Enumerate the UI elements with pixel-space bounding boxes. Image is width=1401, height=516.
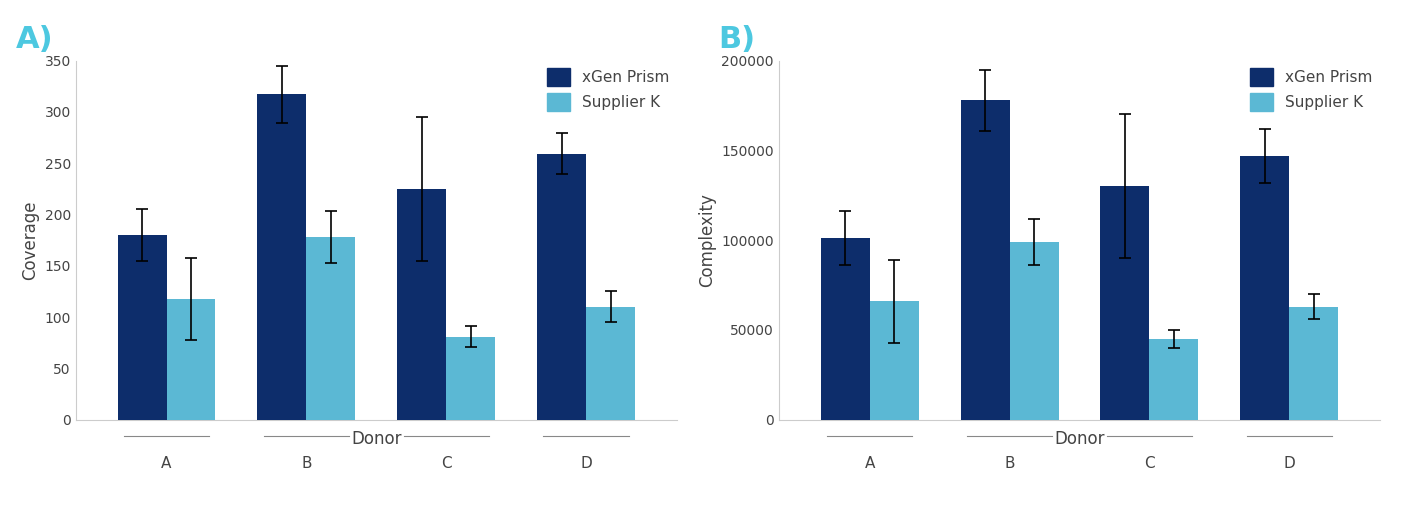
X-axis label: Donor: Donor <box>1054 430 1105 448</box>
Bar <box>1289 307 1338 420</box>
Legend: xGen Prism, Supplier K: xGen Prism, Supplier K <box>546 68 670 111</box>
Y-axis label: Complexity: Complexity <box>698 194 716 287</box>
Text: B: B <box>301 456 311 471</box>
Text: B: B <box>1005 456 1014 471</box>
Text: D: D <box>580 456 593 471</box>
Bar <box>307 237 356 420</box>
Bar <box>1149 339 1198 420</box>
Bar <box>1100 186 1149 420</box>
Bar <box>167 299 216 420</box>
Text: C: C <box>441 456 451 471</box>
Bar <box>118 235 167 420</box>
Bar <box>1010 242 1059 420</box>
Bar <box>586 307 635 420</box>
Y-axis label: Coverage: Coverage <box>21 200 39 280</box>
Bar <box>258 94 307 420</box>
Bar <box>821 238 870 420</box>
Text: A: A <box>161 456 172 471</box>
Text: A: A <box>864 456 874 471</box>
X-axis label: Donor: Donor <box>352 430 402 448</box>
Bar <box>1240 156 1289 420</box>
Bar <box>537 154 586 420</box>
Bar <box>870 301 919 420</box>
Text: D: D <box>1283 456 1295 471</box>
Bar <box>446 336 495 420</box>
Text: B): B) <box>719 25 755 54</box>
Bar <box>961 100 1010 420</box>
Text: A): A) <box>15 25 53 54</box>
Text: C: C <box>1145 456 1154 471</box>
Legend: xGen Prism, Supplier K: xGen Prism, Supplier K <box>1250 68 1373 111</box>
Bar <box>398 189 446 420</box>
